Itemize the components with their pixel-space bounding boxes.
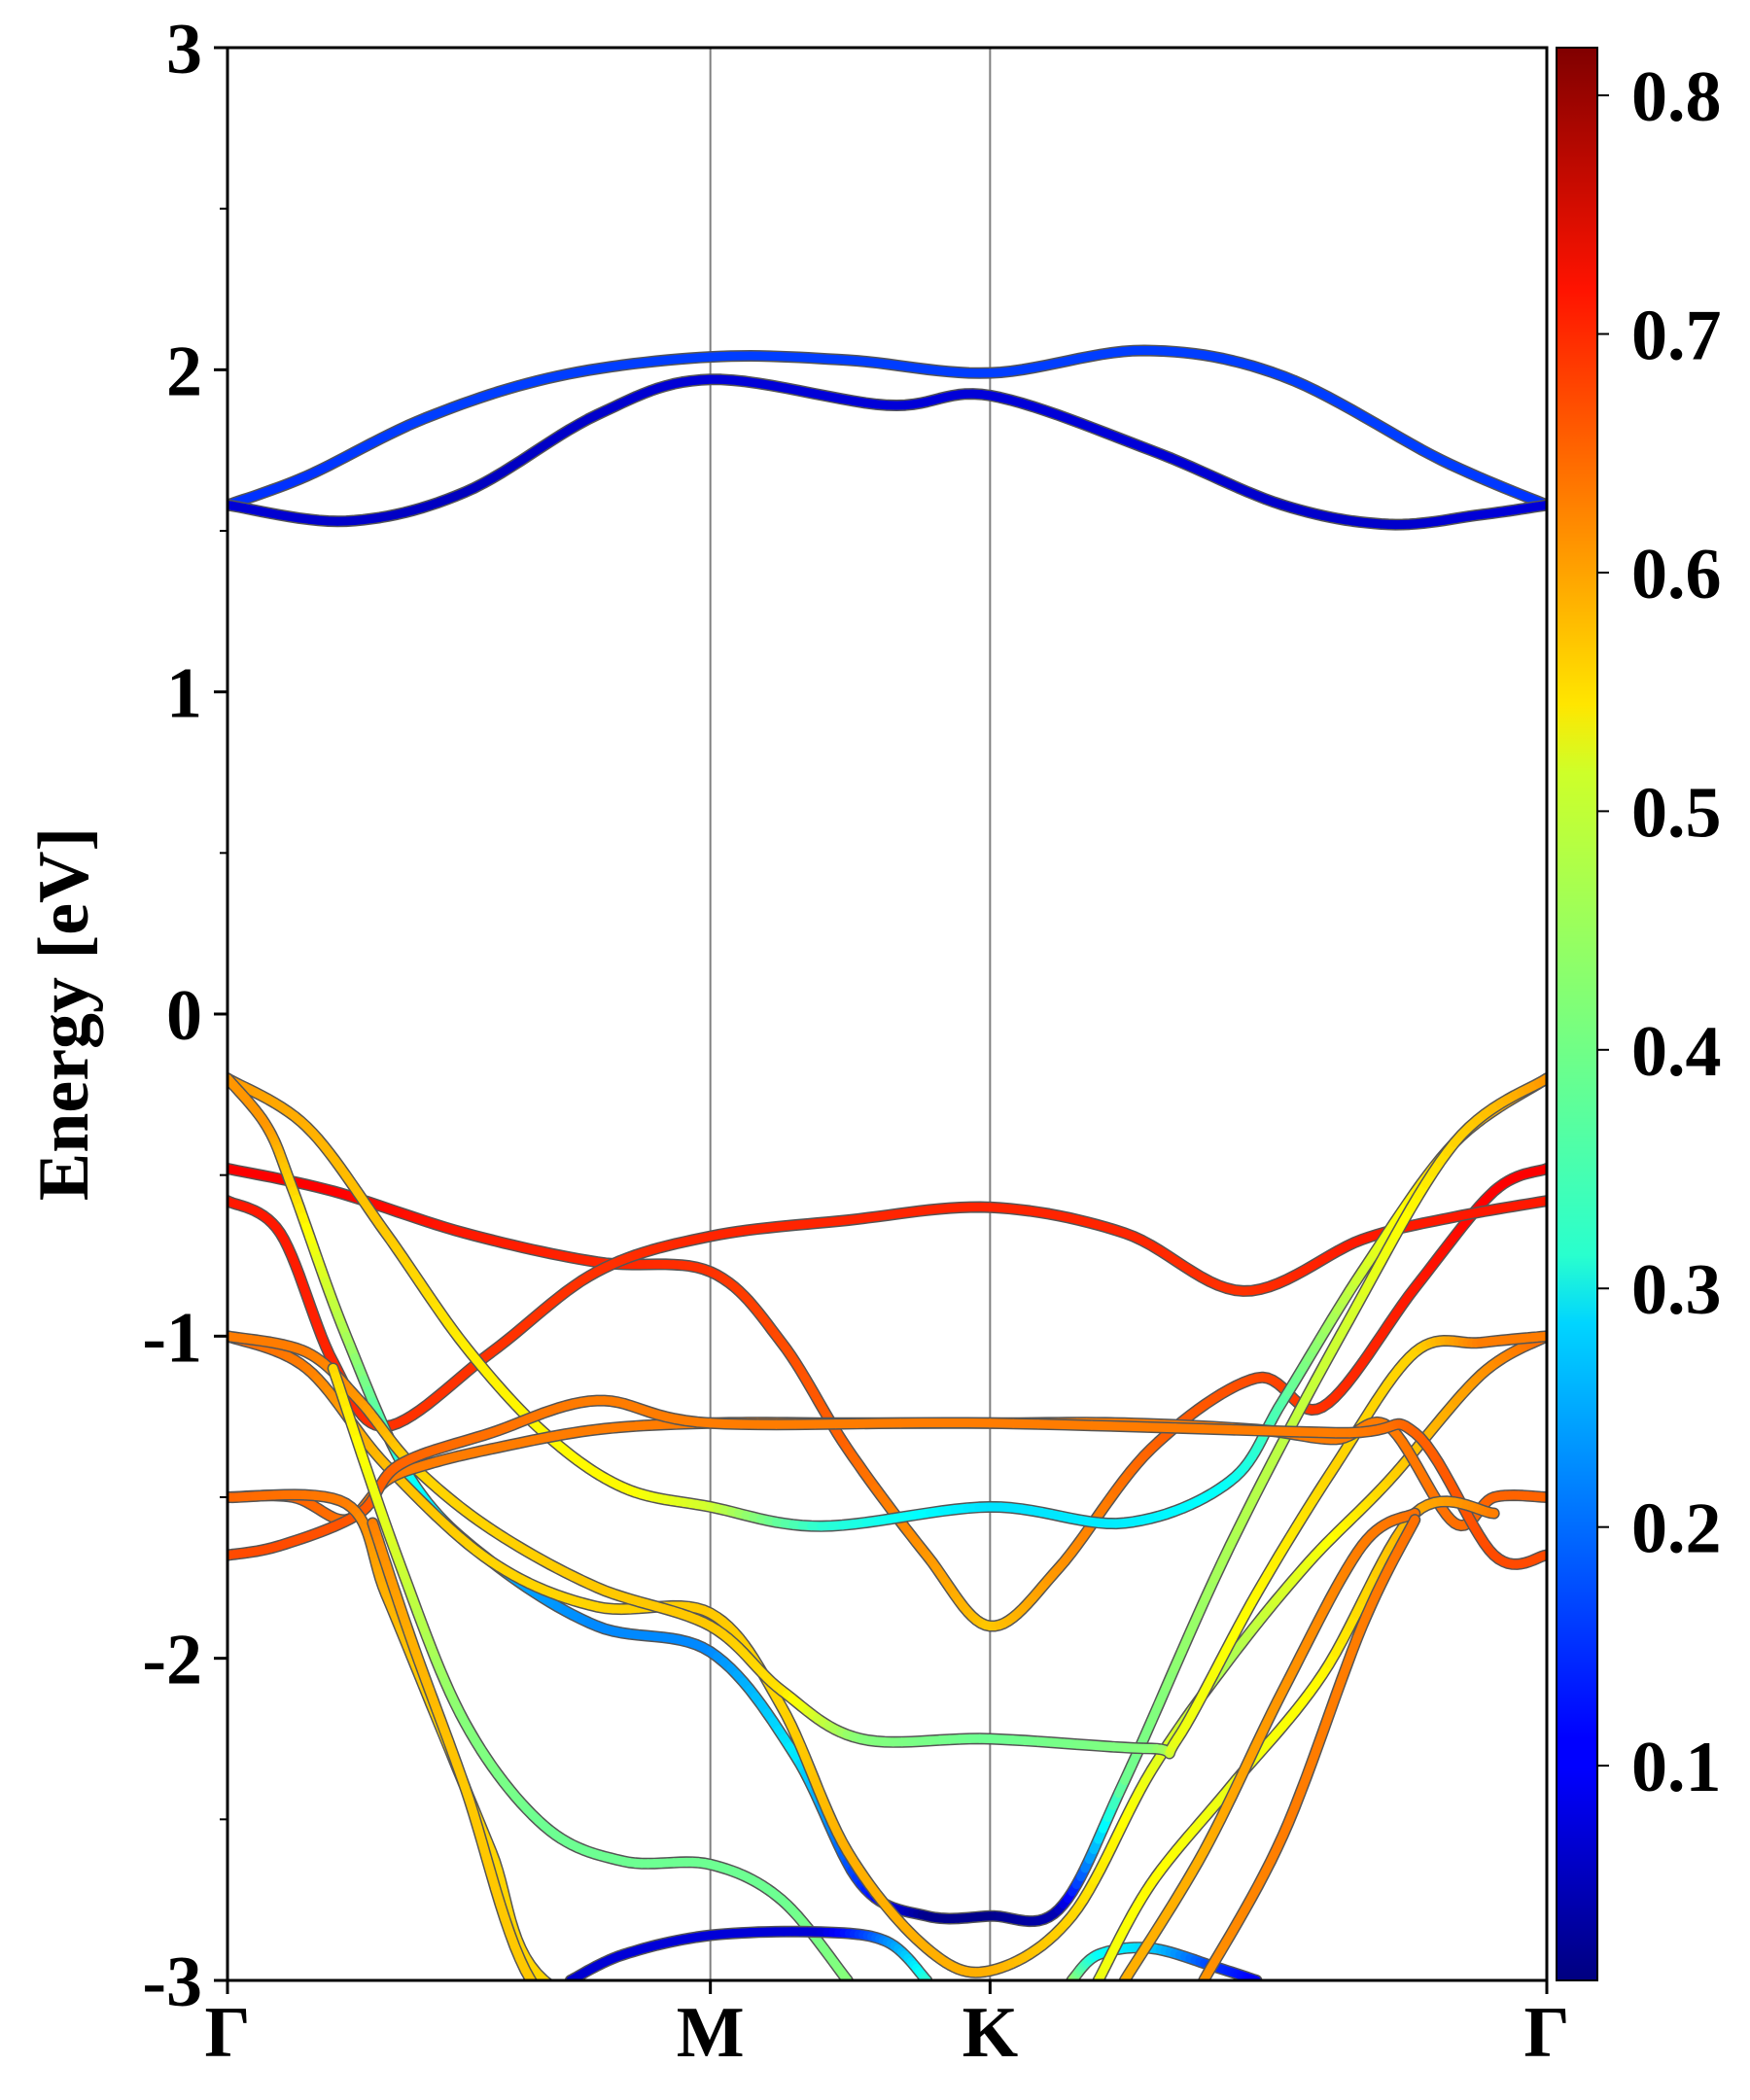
band-segment xyxy=(1033,1419,1069,1429)
band-segment xyxy=(1198,1424,1234,1435)
band-segment xyxy=(645,2025,658,2029)
y-tick-label: -3 xyxy=(142,1942,202,2022)
band-13 xyxy=(327,1362,854,1980)
band-14 xyxy=(564,1925,933,1980)
y-axis-ticks: -3 -2 -1 0 1 2 3 xyxy=(142,10,228,2022)
y-axis-title: Energy [eV] xyxy=(24,827,104,1201)
band-segment xyxy=(576,2000,588,2006)
y-tick-label: -1 xyxy=(142,1298,202,1378)
band-segment xyxy=(581,2025,589,2029)
band-segment xyxy=(1142,1422,1180,1433)
band-segment xyxy=(596,2032,603,2035)
y-tick-label: 0 xyxy=(166,976,202,1056)
band-17 xyxy=(1118,1507,1421,1980)
band-outline xyxy=(228,1488,554,1980)
colorbar-tick-label: 0.8 xyxy=(1631,57,1722,137)
x-tick-label: Γ xyxy=(1523,1993,1569,2073)
band-segment xyxy=(610,2038,615,2041)
band-segment xyxy=(550,2004,558,2010)
colorbar-ticks: 0.1 0.2 0.3 0.4 0.5 0.6 0.7 0.8 xyxy=(1597,57,1722,1807)
band-segment xyxy=(619,2043,623,2045)
band-segment xyxy=(614,2040,619,2042)
band-segment xyxy=(574,2020,581,2024)
y-tick-label: 2 xyxy=(166,332,202,411)
band-segment xyxy=(1408,1515,1419,1528)
band-segment xyxy=(1115,1421,1152,1432)
x-tick-label: M xyxy=(677,1993,745,2073)
y-tick-label: -2 xyxy=(142,1621,202,1700)
band-segment xyxy=(616,2016,631,2021)
y-tick-label: 3 xyxy=(166,10,202,89)
x-tick-label: Γ xyxy=(204,1993,250,2073)
y-tick-label: 1 xyxy=(166,654,202,734)
band-3 xyxy=(228,1163,1547,1632)
colorbar-tick-label: 0.3 xyxy=(1631,1250,1722,1330)
band-segment xyxy=(1171,1423,1208,1434)
band-segment xyxy=(588,2006,602,2012)
colorbar-tick-label: 0.1 xyxy=(1631,1728,1722,1807)
band-segment xyxy=(558,2011,566,2016)
band-segment xyxy=(589,2028,596,2031)
band-segment xyxy=(658,2029,671,2033)
band-segment xyxy=(1060,1419,1097,1430)
colorbar-tick-label: 0.5 xyxy=(1631,773,1722,853)
band-lines xyxy=(228,344,1547,2045)
band-12 xyxy=(367,1517,623,2045)
band-segment xyxy=(563,1994,575,2000)
band-segment xyxy=(631,2020,646,2025)
band-outline xyxy=(228,344,1547,511)
band-segment xyxy=(553,1987,564,1994)
band-segment xyxy=(1408,1509,1419,1520)
band-11 xyxy=(228,1488,671,2033)
band-1 xyxy=(228,344,1547,511)
band-5 xyxy=(228,1072,1547,1532)
band-18 xyxy=(1198,1514,1421,1980)
band-segment xyxy=(537,1989,543,1997)
band-segment xyxy=(1087,1420,1125,1431)
band-segment xyxy=(602,2011,616,2015)
band-segment xyxy=(543,1997,550,2004)
colorbar xyxy=(1556,47,1598,1981)
band-segment xyxy=(566,2015,574,2020)
x-tick-label: K xyxy=(962,1993,1019,2073)
colorbar-tick-label: 0.2 xyxy=(1631,1489,1722,1569)
band-2 xyxy=(228,373,1547,531)
colorbar-tick-label: 0.6 xyxy=(1631,535,1722,614)
colorbar-tick-label: 0.4 xyxy=(1631,1012,1722,1092)
band-segment xyxy=(603,2035,609,2038)
colorbar-tick-label: 0.7 xyxy=(1631,297,1722,376)
